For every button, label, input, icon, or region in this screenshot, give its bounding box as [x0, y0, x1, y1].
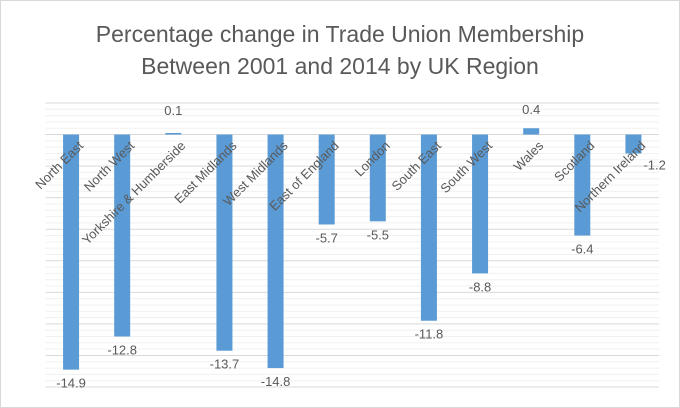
data-label: 0.4 — [522, 102, 540, 117]
bar — [523, 128, 540, 135]
bar — [216, 134, 233, 351]
data-label: -5.7 — [315, 230, 337, 245]
bar — [165, 132, 182, 135]
bar — [114, 134, 131, 337]
bar — [63, 134, 80, 370]
bar — [267, 134, 284, 369]
data-label: -8.8 — [469, 279, 491, 294]
data-label: -13.7 — [210, 357, 240, 372]
bar — [318, 134, 335, 225]
data-label: -12.8 — [107, 343, 137, 358]
bar — [420, 134, 437, 321]
data-label: -14.9 — [56, 376, 86, 391]
data-label: -14.8 — [261, 374, 291, 389]
data-label: 0.1 — [164, 103, 182, 118]
bar — [369, 134, 386, 222]
bar — [472, 134, 489, 274]
data-label: -6.4 — [571, 242, 593, 257]
chart-title-line-2: Between 2001 and 2014 by UK Region — [141, 53, 539, 79]
data-label: -5.5 — [367, 227, 389, 242]
bar — [625, 134, 642, 154]
bar — [574, 134, 591, 236]
data-label: -1.2 — [643, 157, 665, 172]
data-label: -11.8 — [415, 327, 444, 342]
chart-title-line-1: Percentage change in Trade Union Members… — [96, 21, 584, 47]
